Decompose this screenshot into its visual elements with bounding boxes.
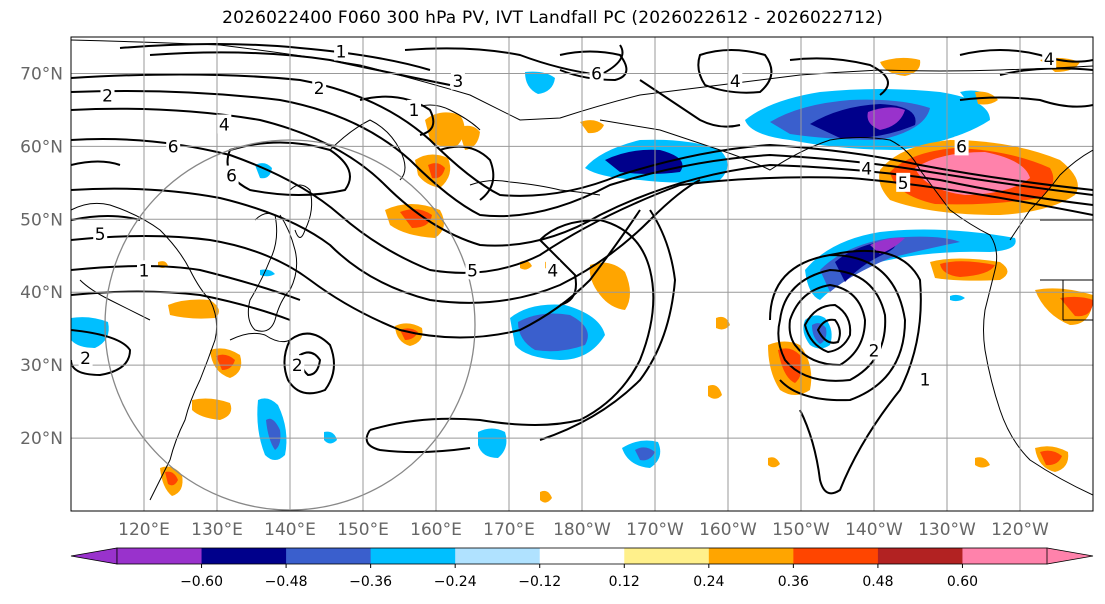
lat-tick-label: 50°N: [20, 210, 63, 230]
colorbar-tick-label: 0.60: [947, 574, 978, 590]
contour-label-bg: [100, 85, 115, 105]
contour-label-bg: [312, 78, 327, 98]
contour-label-bg: [954, 136, 969, 156]
contour-label: 2: [80, 349, 91, 369]
contour-label-bg: [450, 70, 465, 90]
contour-label: 1: [336, 43, 347, 63]
lon-tick-label: 150°E: [337, 520, 389, 540]
lon-tick-label: 120°E: [118, 520, 170, 540]
contour-label-bg: [137, 260, 151, 280]
contour-label-bg: [896, 172, 911, 192]
contour-label: 4: [861, 159, 872, 179]
contour-label-bg: [465, 260, 480, 280]
lon-tick-label: 140°E: [264, 520, 316, 540]
colorbar-swatch: [962, 548, 1048, 564]
contour-label: 1: [139, 261, 150, 281]
contour-label-bg: [867, 340, 881, 360]
colorbar: −0.60 −0.48 −0.36 −0.24 −0.12 0.12 0.24 0.36 0.4…: [70, 547, 1094, 590]
colorbar-tick-label: −0.48: [265, 574, 308, 590]
contour-label-bg: [859, 158, 874, 178]
lat-tick-label: 60°N: [20, 137, 63, 157]
contour-label-bg: [545, 260, 560, 280]
contour-label: 3: [452, 72, 463, 92]
lon-tick-label: 130°E: [191, 520, 243, 540]
colorbar-tick-label: −0.12: [518, 574, 561, 590]
latitude-labels: 20°N 30°N 40°N 50°N 60°N 70°N: [20, 64, 63, 449]
contour-label-bg: [217, 114, 232, 134]
colorbar-tick-label: −0.24: [434, 574, 477, 590]
contour-label: 4: [219, 116, 230, 136]
colorbar-over-arrow: [1046, 547, 1094, 565]
colorbar-tick-label: −0.60: [180, 574, 223, 590]
colorbar-swatch: [117, 548, 203, 564]
colorbar-under-arrow: [70, 547, 118, 565]
lon-tick-label: 180°W: [553, 520, 611, 540]
colorbar-swatch: [455, 548, 541, 564]
contour-label: 4: [730, 72, 741, 92]
lon-tick-label: 170°W: [626, 520, 684, 540]
contour-label: 1: [409, 101, 420, 121]
lon-tick-label: 120°W: [991, 520, 1049, 540]
colorbar-swatch: [877, 548, 963, 564]
lon-tick-label: 170°E: [483, 520, 535, 540]
lat-tick-label: 70°N: [20, 64, 63, 84]
contour-label-bg: [918, 369, 933, 389]
map-frame: [70, 36, 1094, 512]
contour-label-bg: [93, 223, 108, 243]
lon-tick-label: 150°W: [772, 520, 830, 540]
colorbar-tick-label: −0.36: [349, 574, 392, 590]
contour-label: 6: [591, 64, 602, 84]
colorbar-swatch: [793, 548, 879, 564]
lon-tick-label: 130°W: [918, 520, 976, 540]
contour-label: 5: [898, 174, 909, 194]
colorbar-swatch: [370, 548, 456, 564]
longitude-labels: 120°E 130°E 140°E 150°E 160°E 170°E 180°W 170°W…: [118, 520, 1049, 540]
contour-label-bg: [334, 41, 349, 61]
colorbar-swatch: [539, 548, 625, 564]
colorbar-outline: [116, 547, 1048, 565]
contour-label-bg: [224, 165, 239, 185]
colorbar-tick-label: 0.12: [609, 574, 640, 590]
lat-tick-label: 20°N: [20, 429, 63, 449]
contour-label-bg: [407, 99, 422, 119]
contour-label-bg: [728, 70, 743, 90]
colorbar-tick-label: 0.24: [693, 574, 724, 590]
contour-label: 1: [920, 371, 931, 391]
contour-label: 2: [102, 86, 113, 106]
contour-label-bg: [290, 355, 305, 375]
contour-label-bg: [589, 63, 604, 83]
contour-label: 4: [547, 261, 558, 281]
lon-tick-label: 140°W: [845, 520, 903, 540]
contour-label: 5: [95, 225, 106, 245]
gridlines: [71, 37, 1093, 511]
lon-tick-label: 160°W: [699, 520, 757, 540]
colorbar-swatch: [286, 548, 372, 564]
colorbar-tick-label: 0.48: [862, 574, 893, 590]
colorbar-tick-label: 0.36: [778, 574, 809, 590]
coastlines: [71, 39, 1093, 501]
colorbar-swatch: [708, 548, 794, 564]
contour-label-bg: [166, 136, 181, 156]
contour-label: 2: [869, 342, 880, 362]
colorbar-swatch: [201, 548, 287, 564]
contour-label: 2: [292, 356, 303, 376]
contour-label: 6: [226, 167, 237, 187]
contour-label-bg: [1042, 48, 1057, 68]
lat-tick-label: 40°N: [20, 283, 63, 303]
contour-label-bg: [78, 347, 93, 367]
contour-label: 6: [168, 137, 179, 157]
lon-tick-label: 160°E: [410, 520, 462, 540]
contour-label: 6: [956, 137, 967, 157]
colorbar-swatch: [624, 548, 710, 564]
map-title: 2026022400 F060 300 hPa PV, IVT Landfall…: [222, 8, 883, 28]
lat-tick-label: 30°N: [20, 356, 63, 376]
contour-label: 4: [1044, 50, 1055, 70]
contour-label: 5: [467, 261, 478, 281]
contour-label: 2: [314, 79, 325, 99]
